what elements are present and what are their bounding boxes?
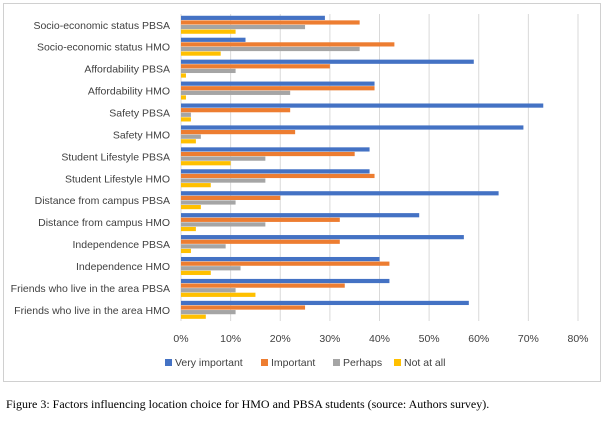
bar [181,151,355,157]
bar [181,15,325,20]
category-labels: Socio-economic status PBSA Socio-economic… [11,20,170,317]
bar [181,183,211,188]
bar [181,191,499,196]
bar [181,283,345,288]
bar [181,68,236,74]
bar [181,37,246,42]
x-tick-label: 10% [220,333,241,345]
category-label: Safety PBSA [109,107,170,119]
bar [181,305,306,310]
bar [181,248,191,254]
bar [181,256,380,262]
category-label: Distance from campus HMO [38,217,170,229]
bar [181,278,390,284]
bar [181,244,226,249]
bar [181,288,236,293]
bar [181,310,236,315]
bar [181,125,524,130]
category-label: Independence HMO [76,261,170,273]
legend-label: Important [271,357,315,369]
bar [181,59,474,64]
bar [181,29,236,34]
legend-label: Not at all [404,357,445,369]
bar [181,24,306,30]
category-label: Student Lifestyle PBSA [61,151,170,163]
category-label: Affordability PBSA [84,64,170,76]
bar [181,222,266,227]
x-tick-label: 30% [319,333,340,345]
x-tick-label: 70% [518,333,539,345]
x-tick-label: 80% [567,333,588,345]
category-label: Affordability HMO [88,86,170,98]
legend-swatch [165,359,172,366]
bar [181,195,281,200]
bar [181,86,375,91]
bar [181,270,211,275]
category-label: Socio-economic status HMO [37,42,170,54]
x-tick-label: 40% [369,333,390,345]
bar [181,261,390,266]
category-label: Student Lifestyle HMO [65,173,170,185]
x-tick-label: 0% [173,333,188,345]
bar [181,226,196,232]
bar [181,117,191,122]
bar [181,90,291,95]
bar [181,156,266,161]
bar [181,95,186,100]
bar [181,112,191,117]
x-tick-label: 50% [419,333,440,345]
legend-swatch [394,359,401,366]
category-label: Friends who live in the area PBSA [11,283,170,295]
legend-label: Very important [175,357,243,369]
category-label: Distance from campus PBSA [35,195,170,207]
category-label: Safety HMO [113,129,170,141]
bar [181,20,360,25]
bar [181,134,201,139]
bar [181,266,241,271]
bar-chart: Socio-economic status PBSA Socio-economic… [11,14,589,369]
bar [181,147,370,152]
legend-label: Perhaps [343,357,382,369]
bars [181,15,544,319]
bar [181,300,469,306]
bar [181,81,375,86]
x-tick-labels: 0% 10% 20% 30% 40% 50% 60% 70% 80% [173,333,588,345]
x-tick-label: 20% [270,333,291,345]
legend-swatch [333,359,340,366]
bar [181,292,256,297]
bar [181,173,375,179]
bar [181,64,330,69]
bar [181,51,221,56]
bar [181,42,395,47]
bar [181,314,206,319]
bar [181,204,201,210]
bar [181,239,340,244]
category-label: Friends who live in the area HMO [14,305,170,317]
x-tick-label: 60% [468,333,489,345]
bar [181,103,544,108]
category-label: Socio-economic status PBSA [33,20,170,32]
bar [181,213,420,218]
legend: Very important Important Perhaps Not at all [165,357,445,369]
bar [181,217,340,222]
bar [181,46,360,52]
bar [181,139,196,144]
legend-swatch [261,359,268,366]
figure-caption: Figure 3: Factors influencing location c… [6,397,490,411]
bar [181,161,231,166]
bar [181,130,296,135]
bar [181,200,236,205]
bar [181,73,186,78]
bar [181,169,370,174]
bar [181,178,266,183]
category-label: Independence PBSA [73,239,171,251]
bar [181,108,291,113]
bar [181,235,464,240]
